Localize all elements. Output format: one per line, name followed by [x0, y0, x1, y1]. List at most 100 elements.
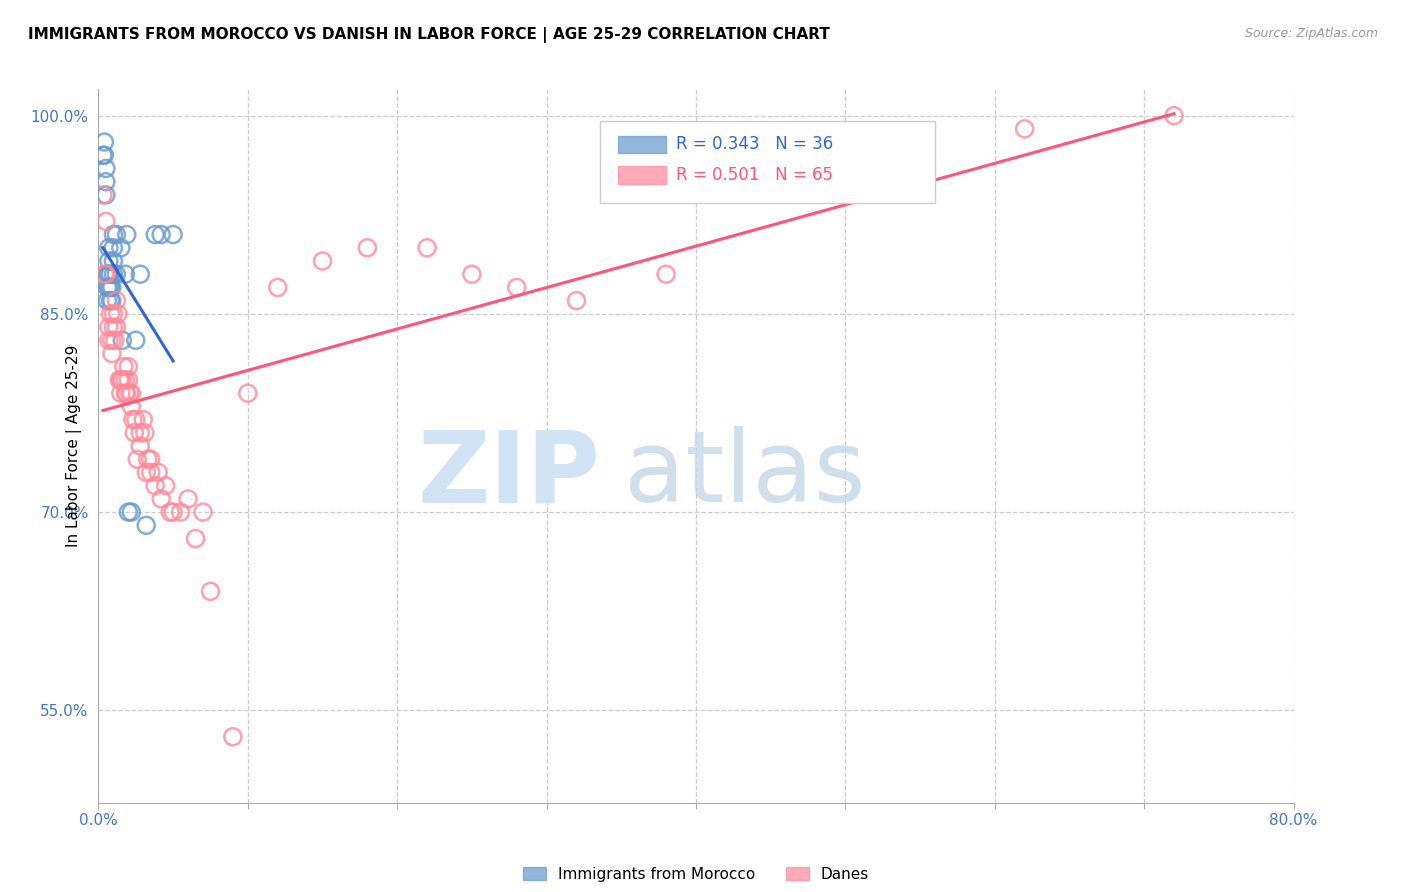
Point — [135, 518, 157, 533]
Bar — [619, 136, 666, 153]
Point — [127, 452, 149, 467]
Point — [125, 412, 148, 426]
Point — [1163, 109, 1185, 123]
Point — [135, 466, 157, 480]
Point — [103, 227, 125, 242]
Y-axis label: In Labor Force | Age 25-29: In Labor Force | Age 25-29 — [66, 345, 82, 547]
Point — [461, 267, 484, 281]
Point — [908, 135, 931, 149]
Point — [100, 267, 122, 281]
Point — [101, 293, 124, 308]
Point — [1014, 121, 1036, 136]
Point — [94, 175, 117, 189]
Point — [311, 254, 333, 268]
Point — [124, 425, 146, 440]
Point — [125, 333, 148, 347]
Point — [117, 359, 139, 374]
Point — [136, 452, 159, 467]
Point — [267, 280, 290, 294]
Point — [94, 214, 117, 228]
Point — [104, 333, 127, 347]
Point — [97, 280, 120, 294]
Point — [132, 412, 155, 426]
Point — [96, 293, 118, 308]
Point — [97, 267, 120, 281]
Point — [107, 307, 129, 321]
Point — [100, 280, 122, 294]
Point — [100, 293, 122, 308]
Point — [115, 227, 138, 242]
Point — [118, 386, 141, 401]
Point — [143, 227, 166, 242]
Point — [110, 241, 132, 255]
Point — [114, 373, 136, 387]
Point — [139, 452, 162, 467]
Point — [105, 227, 128, 242]
Point — [222, 730, 245, 744]
Point — [103, 267, 125, 281]
Point — [105, 293, 128, 308]
Point — [114, 386, 136, 401]
Point — [120, 400, 142, 414]
Point — [150, 227, 173, 242]
Point — [236, 386, 259, 401]
Point — [134, 425, 156, 440]
Point — [114, 267, 136, 281]
Point — [143, 478, 166, 492]
Point — [100, 307, 122, 321]
Point — [97, 320, 120, 334]
Point — [103, 307, 125, 321]
Point — [356, 241, 378, 255]
Point — [200, 584, 222, 599]
Point — [565, 293, 588, 308]
Point — [117, 505, 139, 519]
Text: atlas: atlas — [624, 426, 866, 523]
Point — [93, 148, 115, 162]
Point — [101, 280, 124, 294]
Point — [139, 466, 162, 480]
Point — [150, 491, 173, 506]
Point — [93, 135, 115, 149]
Point — [120, 386, 142, 401]
Point — [148, 466, 170, 480]
Text: IMMIGRANTS FROM MOROCCO VS DANISH IN LABOR FORCE | AGE 25-29 CORRELATION CHART: IMMIGRANTS FROM MOROCCO VS DANISH IN LAB… — [28, 27, 830, 43]
Point — [93, 267, 115, 281]
Point — [94, 267, 117, 281]
Point — [162, 227, 184, 242]
Point — [110, 386, 132, 401]
Point — [129, 267, 152, 281]
Text: ZIP: ZIP — [418, 426, 600, 523]
Point — [101, 333, 124, 347]
Point — [94, 161, 117, 176]
Text: R = 0.501   N = 65: R = 0.501 N = 65 — [676, 166, 832, 184]
Point — [103, 241, 125, 255]
Point — [115, 386, 138, 401]
Point — [191, 505, 214, 519]
Point — [96, 267, 118, 281]
Point — [110, 373, 132, 387]
Point — [111, 373, 134, 387]
Point — [91, 148, 114, 162]
Point — [159, 505, 181, 519]
Point — [804, 161, 827, 176]
Point — [121, 412, 143, 426]
Point — [155, 478, 177, 492]
Point — [506, 280, 529, 294]
Point — [105, 320, 128, 334]
Point — [108, 373, 131, 387]
Point — [177, 491, 200, 506]
Point — [117, 373, 139, 387]
Point — [97, 254, 120, 268]
Point — [120, 505, 142, 519]
Point — [112, 359, 135, 374]
Legend: Immigrants from Morocco, Danes: Immigrants from Morocco, Danes — [516, 861, 876, 888]
Point — [105, 267, 128, 281]
Text: R = 0.343   N = 36: R = 0.343 N = 36 — [676, 136, 832, 153]
Point — [91, 188, 114, 202]
FancyBboxPatch shape — [600, 121, 935, 203]
Point — [162, 505, 184, 519]
Point — [103, 254, 125, 268]
Point — [416, 241, 439, 255]
Point — [97, 333, 120, 347]
Point — [129, 425, 152, 440]
